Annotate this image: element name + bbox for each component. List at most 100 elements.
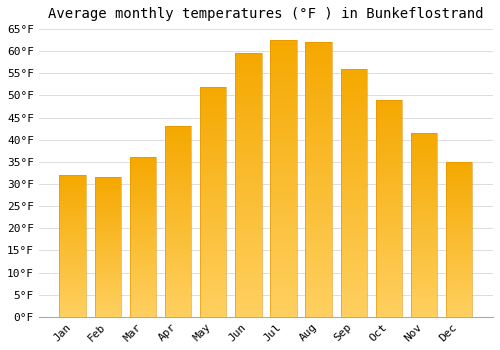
Bar bbox=[446, 292, 472, 294]
Bar bbox=[270, 306, 296, 308]
Bar bbox=[340, 294, 367, 297]
Bar bbox=[270, 54, 296, 57]
Bar bbox=[130, 212, 156, 213]
Bar bbox=[200, 229, 226, 232]
Bar bbox=[340, 166, 367, 168]
Bar bbox=[235, 204, 262, 206]
Bar bbox=[376, 137, 402, 139]
Bar bbox=[200, 146, 226, 149]
Bar bbox=[200, 234, 226, 236]
Bar bbox=[200, 259, 226, 261]
Bar bbox=[446, 269, 472, 270]
Bar bbox=[340, 148, 367, 151]
Bar bbox=[306, 196, 332, 199]
Bar bbox=[200, 308, 226, 310]
Bar bbox=[376, 306, 402, 308]
Bar bbox=[376, 100, 402, 102]
Bar bbox=[130, 269, 156, 271]
Bar bbox=[60, 233, 86, 235]
Bar bbox=[446, 168, 472, 170]
Bar bbox=[376, 289, 402, 291]
Bar bbox=[411, 234, 438, 236]
Bar bbox=[376, 245, 402, 247]
Bar bbox=[340, 151, 367, 153]
Bar bbox=[270, 231, 296, 234]
Bar bbox=[306, 234, 332, 237]
Bar bbox=[200, 124, 226, 126]
Bar bbox=[94, 228, 121, 229]
Bar bbox=[165, 311, 191, 313]
Bar bbox=[94, 186, 121, 187]
Bar bbox=[306, 92, 332, 94]
Bar bbox=[60, 180, 86, 181]
Bar bbox=[270, 253, 296, 256]
Bar bbox=[340, 170, 367, 173]
Bar bbox=[130, 205, 156, 207]
Bar bbox=[446, 167, 472, 168]
Bar bbox=[60, 225, 86, 226]
Bar bbox=[340, 146, 367, 148]
Bar bbox=[200, 137, 226, 140]
Bar bbox=[376, 256, 402, 258]
Bar bbox=[446, 177, 472, 179]
Bar bbox=[165, 163, 191, 164]
Bar bbox=[340, 173, 367, 175]
Bar bbox=[376, 224, 402, 226]
Bar bbox=[306, 215, 332, 218]
Bar bbox=[446, 289, 472, 290]
Bar bbox=[340, 156, 367, 158]
Bar bbox=[446, 246, 472, 247]
Bar bbox=[94, 184, 121, 186]
Bar bbox=[235, 193, 262, 196]
Bar bbox=[165, 164, 191, 166]
Bar bbox=[446, 201, 472, 202]
Bar bbox=[446, 197, 472, 199]
Bar bbox=[130, 251, 156, 253]
Bar bbox=[130, 266, 156, 267]
Bar bbox=[306, 262, 332, 265]
Bar bbox=[376, 163, 402, 165]
Bar bbox=[446, 199, 472, 201]
Bar bbox=[376, 297, 402, 300]
Bar bbox=[340, 128, 367, 131]
Bar bbox=[270, 104, 296, 106]
Bar bbox=[306, 94, 332, 97]
Bar bbox=[200, 211, 226, 213]
Bar bbox=[165, 233, 191, 235]
Bar bbox=[411, 186, 438, 188]
Bar bbox=[235, 146, 262, 148]
Bar bbox=[411, 264, 438, 265]
Bar bbox=[411, 210, 438, 212]
Bar bbox=[306, 42, 332, 45]
Bar bbox=[376, 228, 402, 230]
Bar bbox=[235, 159, 262, 161]
Bar bbox=[60, 196, 86, 198]
Bar bbox=[270, 164, 296, 167]
Bar bbox=[94, 202, 121, 204]
Bar bbox=[340, 190, 367, 193]
Bar bbox=[94, 315, 121, 317]
Bar bbox=[60, 234, 86, 236]
Bar bbox=[94, 267, 121, 268]
Bar bbox=[165, 199, 191, 201]
Bar bbox=[270, 65, 296, 68]
Bar bbox=[60, 178, 86, 180]
Bar bbox=[235, 72, 262, 75]
Bar bbox=[130, 291, 156, 293]
Bar bbox=[235, 167, 262, 169]
Bar bbox=[270, 203, 296, 206]
Bar bbox=[200, 315, 226, 317]
Bar bbox=[235, 298, 262, 301]
Bar bbox=[200, 117, 226, 119]
Bar bbox=[411, 206, 438, 208]
Bar bbox=[376, 300, 402, 302]
Bar bbox=[340, 210, 367, 213]
Bar bbox=[411, 243, 438, 245]
Bar bbox=[60, 198, 86, 199]
Bar bbox=[200, 167, 226, 169]
Bar bbox=[235, 148, 262, 151]
Bar bbox=[200, 266, 226, 268]
Bar bbox=[340, 104, 367, 106]
Bar bbox=[165, 180, 191, 182]
Bar bbox=[200, 162, 226, 165]
